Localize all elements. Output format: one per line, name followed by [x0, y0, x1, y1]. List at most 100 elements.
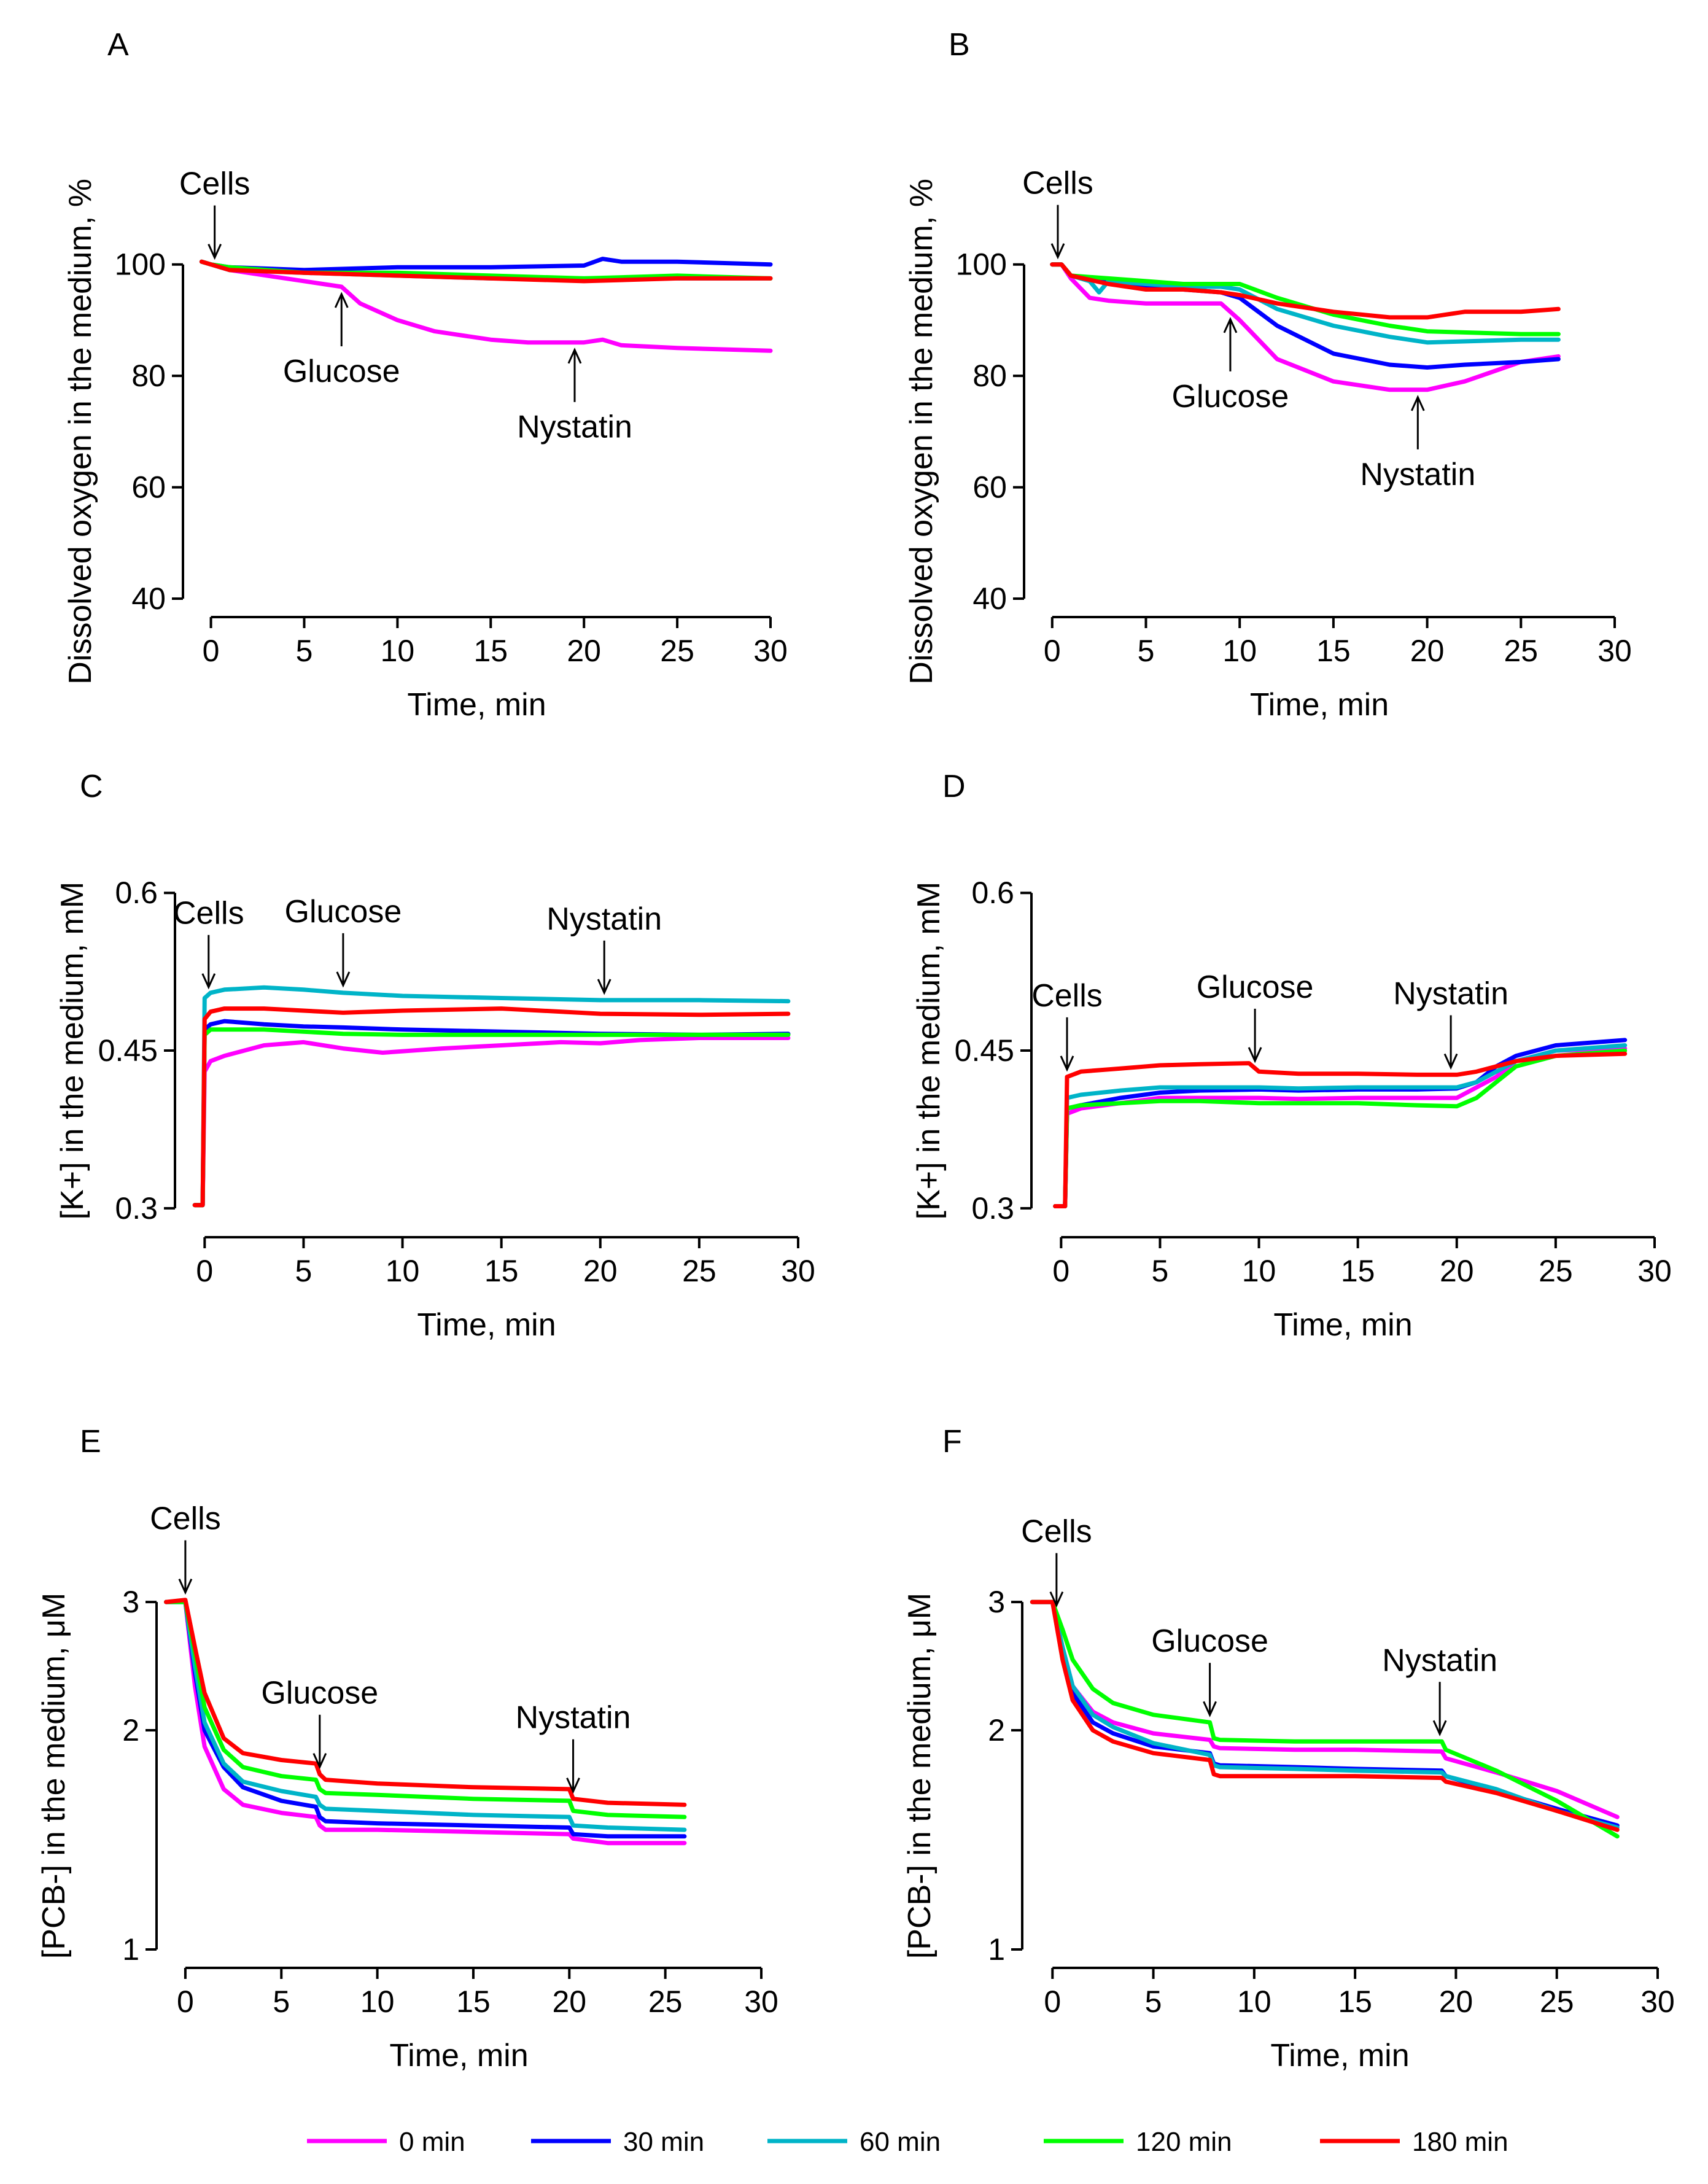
- annotation-label: Glucose: [261, 1676, 378, 1711]
- panel-letter: F: [942, 1424, 962, 1459]
- annotation-label: Nystatin: [1360, 457, 1475, 492]
- annotation-arrowhead: [312, 1753, 327, 1770]
- x-axis-label: Time, min: [1273, 1307, 1412, 1343]
- y-tick-label: 1: [988, 1932, 1005, 1967]
- x-tick-label: 10: [1237, 1984, 1271, 2019]
- series-line-180-min: [1030, 1599, 1620, 1832]
- annotation-arrowhead: [566, 1778, 580, 1794]
- annotation-arrowhead: [1203, 1701, 1217, 1717]
- annotation-label: Nystatin: [1382, 1642, 1497, 1678]
- x-tick-label: 15: [1316, 634, 1351, 668]
- y-tick-label: 60: [972, 470, 1007, 505]
- series-line-30-min: [199, 257, 773, 273]
- x-tick-label: 30: [753, 634, 788, 668]
- annotation-arrowhead: [201, 973, 216, 990]
- x-axis-label: Time, min: [1250, 687, 1389, 723]
- y-tick-label: 0.3: [971, 1191, 1014, 1226]
- x-tick-label: 0: [196, 1254, 213, 1288]
- x-tick-label: 15: [473, 634, 508, 668]
- annotation-arrowhead: [336, 971, 351, 988]
- series-line-60-min: [164, 1599, 687, 1832]
- series-line-0-min: [1050, 262, 1561, 392]
- y-tick-label: 0.45: [955, 1033, 1014, 1068]
- annotation-arrowhead: [1432, 1720, 1447, 1736]
- series-line-60-min: [192, 985, 791, 1208]
- y-tick-label: 0.3: [115, 1191, 158, 1226]
- x-tick-label: 30: [744, 1984, 778, 2019]
- y-axis-label: [K+] in the medium, mM: [911, 882, 947, 1220]
- x-tick-label: 10: [360, 1984, 395, 2019]
- annotation-arrowhead: [1060, 1055, 1074, 1072]
- legend-label: 60 min: [860, 2127, 941, 2157]
- x-tick-label: 10: [1222, 634, 1257, 668]
- series-line-120-min: [1030, 1599, 1620, 1839]
- series-line-30-min: [1030, 1599, 1620, 1828]
- x-tick-label: 20: [567, 634, 601, 668]
- series-line-0-min: [192, 1036, 791, 1208]
- annotation-label: Cells: [1022, 166, 1093, 201]
- series-line-0-min: [1053, 1046, 1628, 1208]
- x-tick-label: 30: [781, 1254, 815, 1288]
- series-line-30-min: [192, 1019, 791, 1208]
- y-tick-label: 100: [115, 247, 166, 282]
- panel-letter: C: [80, 769, 103, 804]
- annotation-label: Glucose: [1151, 1623, 1268, 1659]
- x-tick-label: 10: [1242, 1254, 1276, 1288]
- x-tick-label: 5: [1145, 1984, 1162, 2019]
- annotation-arrowhead: [597, 979, 611, 995]
- x-tick-label: 30: [1640, 1984, 1675, 2019]
- x-tick-label: 15: [484, 1254, 519, 1288]
- y-axis-label: Dissolved oxygen in the medium, %: [63, 179, 98, 685]
- x-tick-label: 25: [1539, 1254, 1573, 1288]
- panel-letter: E: [80, 1424, 101, 1459]
- x-tick-label: 30: [1597, 634, 1632, 668]
- annotation-label: Nystatin: [517, 410, 632, 445]
- y-tick-label: 2: [988, 1713, 1005, 1747]
- x-tick-label: 5: [1138, 634, 1155, 668]
- series-line-180-min: [1050, 262, 1561, 320]
- y-axis-label: [PCB-] in the medium, μM: [36, 1593, 72, 1959]
- annotation-label: Cells: [179, 166, 250, 202]
- series-line-180-min: [1053, 1051, 1628, 1208]
- series-line-180-min: [192, 1006, 791, 1208]
- panel-letter: D: [942, 769, 966, 804]
- panel-d: D 0.3 0.45 0.6 0 5 10 15 20 25 30 Time, min [K+] in …: [911, 769, 1672, 1343]
- x-tick-label: 5: [295, 1254, 312, 1288]
- annotation-label: Cells: [150, 1501, 221, 1537]
- x-tick-label: 10: [381, 634, 415, 668]
- annotation-label: Cells: [1021, 1514, 1092, 1550]
- x-axis-label: Time, min: [407, 687, 546, 723]
- annotation-label: Glucose: [283, 354, 400, 389]
- annotation-arrowhead: [334, 292, 349, 308]
- series-line-120-min: [1050, 262, 1561, 336]
- y-tick-label: 0.45: [98, 1033, 158, 1068]
- x-tick-label: 25: [682, 1254, 716, 1288]
- y-tick-label: 3: [988, 1585, 1005, 1619]
- y-axis-label: [K+] in the medium, mM: [55, 882, 90, 1220]
- y-axis-label: Dissolved oxygen in the medium, %: [904, 179, 939, 685]
- annotation-arrowhead: [208, 244, 222, 260]
- x-tick-label: 20: [552, 1984, 586, 2019]
- panel-letter: B: [949, 27, 970, 63]
- annotation-arrowhead: [567, 348, 582, 364]
- panel-b: B 40 60 80 100 0 5 10 15 20 25 30 Time, min Dissolved…: [904, 27, 1632, 723]
- x-tick-label: 0: [1044, 634, 1061, 668]
- x-tick-label: 30: [1637, 1254, 1672, 1288]
- x-tick-label: 25: [1540, 1984, 1574, 2019]
- x-tick-label: 15: [456, 1984, 491, 2019]
- y-tick-label: 0.6: [971, 876, 1014, 910]
- x-axis-label: Time, min: [1270, 2038, 1409, 2073]
- x-tick-label: 20: [583, 1254, 618, 1288]
- series-line-180-min: [199, 259, 773, 284]
- y-tick-label: 40: [131, 581, 166, 616]
- legend-label: 0 min: [399, 2127, 465, 2157]
- series-line-120-min: [1053, 1048, 1628, 1208]
- series-line-0-min: [1030, 1599, 1620, 1819]
- annotation-arrowhead: [1410, 395, 1425, 411]
- x-tick-label: 15: [1338, 1984, 1372, 2019]
- x-tick-label: 15: [1341, 1254, 1375, 1288]
- x-tick-label: 10: [386, 1254, 420, 1288]
- y-tick-label: 80: [972, 359, 1007, 393]
